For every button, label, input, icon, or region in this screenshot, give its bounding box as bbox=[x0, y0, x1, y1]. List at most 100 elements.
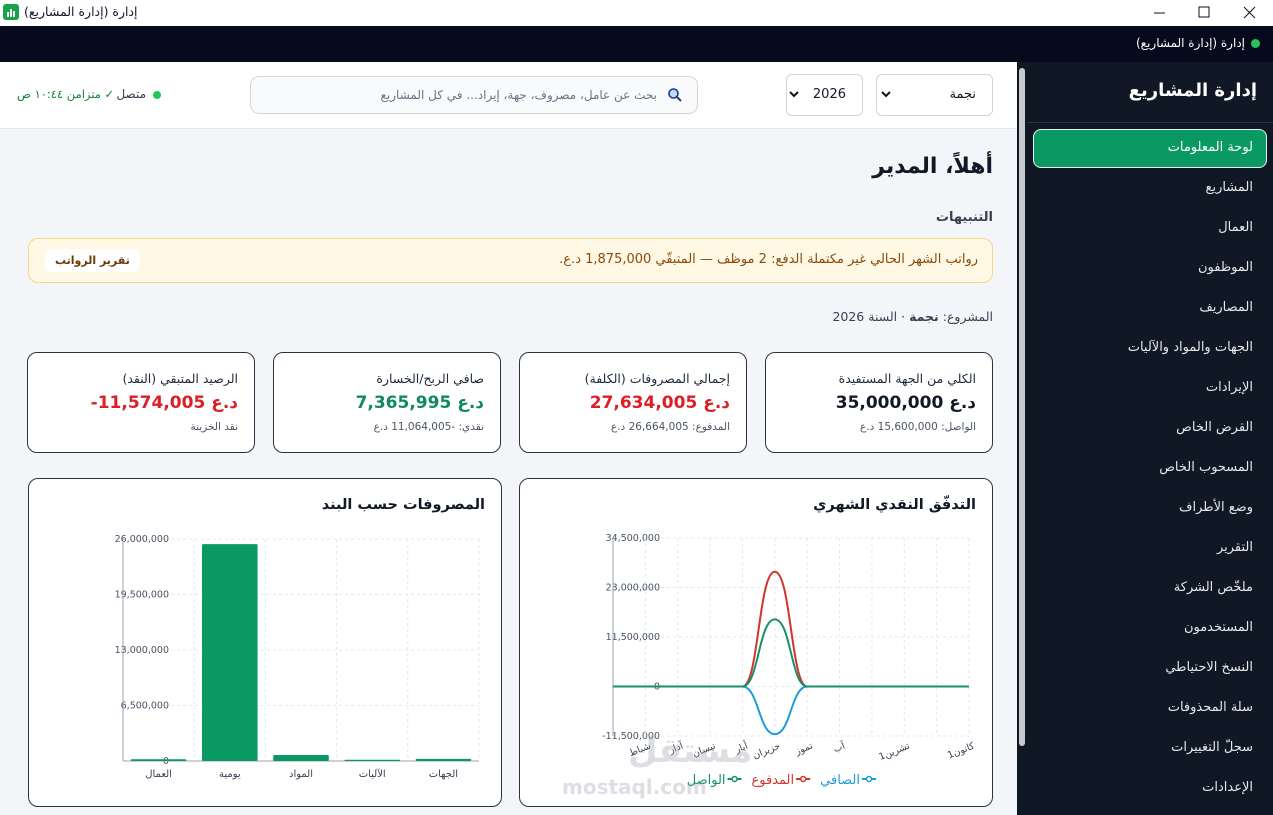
card-value: 27,634,005 د.ع bbox=[589, 393, 730, 413]
app-label: إدارة (إدارة المشاريع) bbox=[1136, 36, 1245, 50]
search-icon bbox=[668, 88, 682, 102]
sidebar-item[interactable]: النسخ الاحتياطي bbox=[1165, 660, 1253, 675]
status-text: متصل bbox=[116, 87, 146, 101]
x-tick-label: كانون1 bbox=[946, 740, 977, 761]
alert-action[interactable]: تقرير الرواتب bbox=[45, 249, 140, 272]
chart-card: التدفّق النقدي الشهري -11,500,000 0 11,500,… bbox=[519, 478, 993, 807]
legend-marker bbox=[731, 775, 738, 783]
sidebar-item[interactable]: وضع الأطراف bbox=[1178, 500, 1253, 515]
x-tick-label: المواد bbox=[289, 769, 313, 780]
sync-text: ✓ متزامن ١٠:٤٤ ص bbox=[17, 87, 115, 101]
year-select[interactable]: 2026 bbox=[786, 74, 863, 116]
sidebar-item[interactable]: سجلّ التغييرات bbox=[1171, 740, 1253, 755]
project-line: المشروع: نجمة · السنة 2026 bbox=[832, 309, 993, 324]
y-tick-label: 6,500,000 bbox=[121, 701, 169, 712]
header: نجمة 2026 بحث عن عامل، مصروف، جهة، إيراد… bbox=[0, 62, 1017, 129]
card-title: إجمالي المصروفات (الكلفة) bbox=[584, 371, 730, 386]
y-tick-label: 19,500,000 bbox=[115, 590, 169, 601]
x-tick-label: تموز bbox=[793, 740, 815, 757]
scrollbar[interactable] bbox=[1019, 68, 1025, 746]
alert-text: رواتب الشهر الحالي غير مكتملة الدفع: 2 م… bbox=[559, 252, 978, 267]
x-tick-label: آب bbox=[831, 739, 847, 756]
sidebar-item[interactable]: الموظفون bbox=[1198, 260, 1253, 275]
sidebar-item[interactable]: المصاريف bbox=[1199, 300, 1253, 315]
year-value: 2026 bbox=[812, 87, 846, 102]
watermark: mostaql.com bbox=[562, 775, 707, 799]
y-tick-label: 13,000,000 bbox=[115, 645, 169, 656]
chevron bbox=[881, 91, 891, 98]
chart: المصروفات حسب البند06,500,00013,000,0001… bbox=[115, 497, 485, 780]
status-dot bbox=[153, 91, 161, 99]
project-year: · السنة 2026 bbox=[832, 309, 906, 324]
line bbox=[613, 685, 969, 736]
sidebar-item[interactable]: ملخّص الشركة bbox=[1173, 580, 1253, 595]
y-tick-label: -11,500,000 bbox=[602, 731, 660, 742]
sidebar-item[interactable]: المشاريع bbox=[1205, 180, 1253, 195]
search-placeholder: بحث عن عامل، مصروف، جهة، إيراد... في كل … bbox=[380, 88, 657, 102]
legend-marker bbox=[799, 775, 807, 783]
window-title: إدارة (إدارة المشاريع) bbox=[24, 4, 138, 19]
y-tick-label: 11,500,000 bbox=[606, 632, 660, 643]
chevron bbox=[789, 91, 799, 98]
bar bbox=[415, 758, 472, 761]
sidebar-item[interactable]: الإعدادات bbox=[1202, 780, 1253, 795]
sidebar-item[interactable]: الجهات والمواد والآليات bbox=[1127, 340, 1253, 355]
search-box[interactable]: بحث عن عامل، مصروف، جهة، إيراد... في كل … bbox=[250, 76, 698, 114]
window-controls[interactable] bbox=[1140, 0, 1273, 26]
alerts-title: التنبيهات bbox=[935, 210, 993, 225]
card-value: 7,365,995 د.ع bbox=[355, 393, 484, 413]
y-tick-label: 34,500,000 bbox=[606, 533, 660, 544]
card-sub: المدفوع: 26,664,005 د.ع bbox=[610, 421, 730, 433]
sidebar-item[interactable]: العمال bbox=[1218, 220, 1253, 235]
x-tick-label: يومية bbox=[219, 769, 241, 780]
active-item-bg bbox=[1033, 129, 1267, 168]
card-sub: نقد الخزينة bbox=[190, 421, 239, 433]
project-name: نجمة bbox=[909, 309, 939, 324]
card-sub: نقدي: -11,064,005 د.ع bbox=[373, 421, 484, 433]
sidebar-item[interactable]: القرض الخاص bbox=[1176, 420, 1253, 435]
stat-card: الكلي من الجهة المستفيدة 35,000,000 د.ع ال… bbox=[765, 352, 993, 453]
watermark: مستقل bbox=[628, 731, 752, 771]
card-value: 35,000,000 د.ع bbox=[835, 393, 976, 413]
stat-card: صافي الربح/الخسارة 7,365,995 د.ع نقدي: -11… bbox=[273, 352, 501, 453]
sidebar-item[interactable]: لوحة المعلومات bbox=[1167, 140, 1253, 155]
chart-title: التدفّق النقدي الشهري bbox=[813, 495, 976, 514]
x-tick-label: الآليات bbox=[359, 768, 386, 780]
line bbox=[613, 570, 969, 688]
card-value: -11,574,005 د.ع bbox=[90, 393, 238, 413]
project-value: نجمة bbox=[949, 87, 977, 102]
legend-label: الصافي bbox=[820, 773, 860, 788]
greeting: أهلاً، المدير bbox=[872, 154, 993, 179]
project-select[interactable]: نجمة bbox=[876, 74, 993, 116]
bar bbox=[273, 755, 329, 761]
sidebar-item[interactable]: الإيرادات bbox=[1205, 380, 1253, 395]
divider bbox=[1027, 122, 1273, 123]
sidebar: إدارة المشاريع لوحة المعلومات المشاريع الع… bbox=[1017, 62, 1273, 815]
sidebar-item[interactable]: المسحوب الخاص bbox=[1159, 460, 1253, 475]
sidebar-item[interactable]: التقرير bbox=[1216, 540, 1253, 555]
card-title: صافي الربح/الخسارة bbox=[376, 371, 484, 386]
bar bbox=[344, 759, 400, 761]
chart: التدفّق النقدي الشهري-11,500,000011,500,… bbox=[562, 495, 977, 799]
y-tick-label: 26,000,000 bbox=[115, 534, 169, 545]
legend-label: الواصل bbox=[687, 773, 726, 788]
legend-marker bbox=[865, 775, 873, 783]
project-label: المشروع: bbox=[942, 309, 993, 324]
app-icon bbox=[3, 4, 19, 20]
sidebar-item[interactable]: سلة المحذوفات bbox=[1167, 700, 1253, 715]
stat-card: الرصيد المتبقي (النقد) -11,574,005 د.ع نقد… bbox=[27, 352, 255, 453]
top-bar: إدارة (إدارة المشاريع) bbox=[0, 26, 1273, 62]
alert: رواتب الشهر الحالي غير مكتملة الدفع: 2 م… bbox=[28, 238, 993, 283]
line bbox=[613, 618, 969, 688]
x-tick-label: الجهات bbox=[429, 769, 458, 780]
chart-card: المصروفات حسب البند06,500,00013,000,0001… bbox=[28, 478, 502, 807]
bar bbox=[202, 544, 258, 761]
card-sub: الواصل: 15,600,000 د.ع bbox=[860, 421, 976, 433]
x-tick-label: تشرين1 bbox=[877, 740, 911, 762]
x-tick-label: حزيران bbox=[751, 741, 782, 762]
y-tick-label: 23,000,000 bbox=[606, 583, 660, 594]
bar bbox=[130, 759, 187, 761]
stat-card: إجمالي المصروفات (الكلفة) 27,634,005 د.ع ا… bbox=[519, 352, 747, 453]
sidebar-item[interactable]: المستخدمون bbox=[1183, 620, 1253, 635]
